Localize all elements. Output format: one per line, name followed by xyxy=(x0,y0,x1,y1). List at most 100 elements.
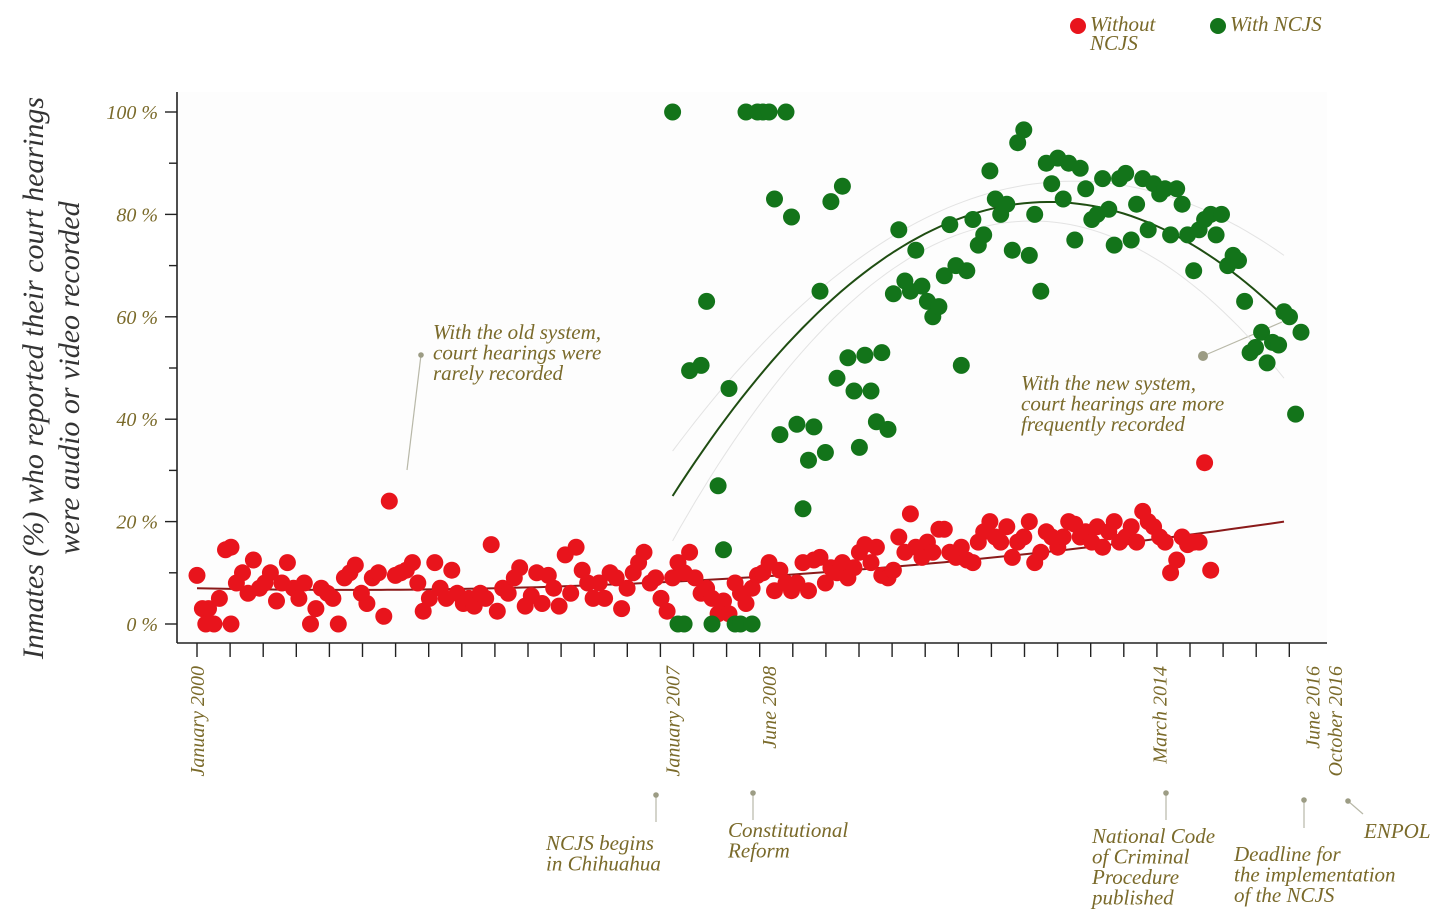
data-point xyxy=(1196,454,1214,472)
data-point xyxy=(613,600,631,618)
data-point xyxy=(930,298,948,316)
data-point xyxy=(290,589,308,607)
annotation-text-line: rarely recorded xyxy=(433,361,564,385)
x-date-label: October 2016 xyxy=(1325,666,1347,777)
data-point xyxy=(1043,175,1061,193)
data-point xyxy=(647,569,665,587)
data-point xyxy=(845,559,863,577)
data-point xyxy=(884,285,902,303)
y-axis-label-line: were audio or video recorded xyxy=(53,200,86,554)
event-label: NCJS begins in Chihuahua xyxy=(545,831,661,876)
data-point xyxy=(1139,221,1157,239)
data-point xyxy=(1202,561,1220,579)
data-point xyxy=(1185,262,1203,280)
data-point xyxy=(222,615,240,633)
confidence-band-lower xyxy=(672,220,1285,542)
data-point xyxy=(675,615,693,633)
data-point xyxy=(414,602,432,620)
data-point xyxy=(907,241,925,259)
data-point xyxy=(1253,323,1271,341)
legend-label-line: NCJS xyxy=(1089,31,1138,55)
data-point xyxy=(783,208,800,226)
data-point xyxy=(952,356,970,374)
data-point xyxy=(1168,180,1186,198)
data-point xyxy=(307,600,325,618)
data-point xyxy=(596,589,614,607)
data-point xyxy=(607,569,625,587)
data-point xyxy=(964,211,982,228)
event-label: Deadline for the implementation of the NCJ… xyxy=(1233,842,1396,907)
data-point xyxy=(268,592,285,610)
event-label-line: Reform xyxy=(727,839,790,863)
data-point xyxy=(1100,200,1118,218)
data-point xyxy=(913,277,931,295)
annotation-leader-dot xyxy=(1198,351,1208,361)
event-label-line: NCJS begins xyxy=(545,831,654,855)
data-point xyxy=(828,369,846,387)
legend-label: Without NCJS xyxy=(1089,12,1157,55)
data-point xyxy=(1236,292,1254,310)
data-point xyxy=(1066,231,1084,249)
data-point xyxy=(879,420,897,438)
data-point xyxy=(692,356,710,374)
data-point xyxy=(771,426,789,444)
data-point xyxy=(794,500,812,518)
data-point xyxy=(901,505,919,523)
data-point xyxy=(1105,513,1123,531)
data-point xyxy=(800,582,817,600)
data-point xyxy=(816,574,834,592)
data-point xyxy=(1258,354,1276,372)
data-point xyxy=(420,589,438,607)
data-point xyxy=(482,536,500,554)
data-point xyxy=(1270,336,1288,354)
data-point xyxy=(403,554,421,572)
y-tick-label: 0 % xyxy=(126,614,158,636)
data-point xyxy=(664,103,682,121)
data-point xyxy=(1190,533,1208,551)
data-point xyxy=(715,541,732,559)
data-point xyxy=(743,615,761,633)
data-point xyxy=(499,584,517,602)
data-point xyxy=(981,513,999,531)
data-point xyxy=(845,382,863,400)
event-label-line: Deadline for xyxy=(1233,842,1342,866)
data-point xyxy=(477,589,495,607)
annotation-leader-dot xyxy=(418,352,424,358)
data-point xyxy=(635,543,653,561)
data-point xyxy=(1213,205,1230,223)
data-point xyxy=(935,267,953,285)
event-label-line: ENPOL xyxy=(1363,819,1431,843)
data-point xyxy=(811,282,829,300)
event-leader-line xyxy=(1347,800,1364,815)
data-point xyxy=(1168,551,1186,569)
data-point xyxy=(1128,195,1146,213)
legend: Without NCJS With NCJS xyxy=(1070,12,1322,55)
data-point xyxy=(1105,236,1123,254)
data-point xyxy=(1292,323,1310,341)
data-point xyxy=(822,193,840,211)
data-point xyxy=(998,195,1016,213)
data-point xyxy=(856,346,874,364)
data-point xyxy=(1094,170,1112,188)
data-point xyxy=(992,533,1010,551)
data-point xyxy=(358,595,376,612)
data-point xyxy=(210,589,228,607)
y-tick-label: 60 % xyxy=(116,307,158,329)
data-point xyxy=(1117,164,1135,182)
data-point xyxy=(1287,405,1305,423)
data-point xyxy=(958,262,976,280)
data-point xyxy=(805,418,823,436)
data-point xyxy=(1247,339,1264,356)
data-point xyxy=(862,382,880,400)
data-point xyxy=(652,589,670,607)
y-tick-label: 20 % xyxy=(116,512,158,534)
data-point xyxy=(737,595,755,612)
event-label: Constitutional Reform xyxy=(727,818,848,863)
y-axis-label: Inmates (%) who reported their court hea… xyxy=(17,97,86,660)
data-point xyxy=(771,561,789,579)
event-label-line: of the NCJS xyxy=(1234,883,1335,907)
data-point xyxy=(709,477,727,495)
event-label-line: the implementation xyxy=(1234,863,1396,887)
data-point xyxy=(511,559,529,577)
data-point xyxy=(1054,190,1072,208)
